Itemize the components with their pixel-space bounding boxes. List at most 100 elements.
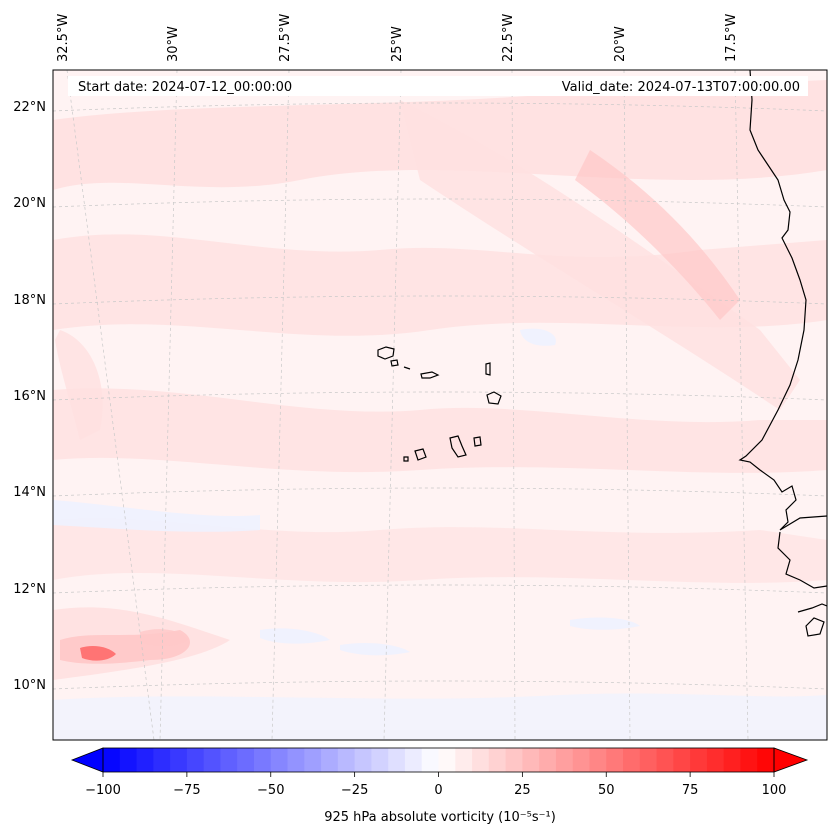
coastline: [377, 70, 827, 637]
vorticity-contour-patch: [53, 693, 827, 740]
africa-coastline-south: [777, 531, 827, 637]
cape-verde-sal: [485, 362, 491, 376]
latitude-labels: 22°N 20°N 18°N 16°N 14°N 12°N 10°N: [13, 100, 46, 693]
colorbar-max-extend: [773, 747, 809, 773]
parallel-gridline: [53, 584, 827, 594]
colorbar-cell: [270, 748, 289, 772]
colorbar-cell: [237, 748, 255, 772]
colorbar-cell: [371, 748, 389, 772]
colorbar-cell: [287, 748, 305, 772]
meridian-gridline: [66, 70, 155, 740]
colorbar-cell: [555, 748, 574, 772]
colorbar-cell: [539, 748, 557, 772]
cape-verde-fogo: [414, 448, 427, 461]
colorbar-tick-label: −100: [85, 783, 121, 798]
lat-label-16n: 16°N: [13, 389, 46, 404]
colorbar-cell: [757, 748, 775, 772]
colorbar-cell: [203, 748, 222, 772]
colorbar-cell: [572, 748, 591, 772]
colorbar: −100 −75 −50 −25 0 25 50 75 100 925 hPa absolute…: [70, 747, 809, 825]
colorbar-cell: [589, 748, 607, 772]
colorbar-tick-label: −75: [173, 783, 200, 798]
colorbar-cell: [740, 748, 758, 772]
lon-label-20w: 20°W: [613, 26, 628, 62]
lat-label-12n: 12°N: [13, 582, 46, 597]
colorbar-cell: [455, 748, 473, 772]
colorbar-cell: [170, 748, 188, 772]
vorticity-contour-patch: [575, 150, 740, 320]
lat-label-14n: 14°N: [13, 485, 46, 500]
colorbar-cell: [606, 748, 624, 772]
vorticity-contour-patch: [53, 388, 827, 473]
map-panel: [53, 70, 827, 740]
cape-verde-boa-vista: [486, 391, 502, 405]
lon-label-30w: 30°W: [166, 26, 181, 62]
cape-verde-sao-vicente: [390, 359, 399, 367]
meridian-gridline: [159, 70, 178, 740]
lon-label-22-5w: 22.5°W: [501, 14, 516, 62]
parallel-gridline: [53, 198, 827, 208]
colorbar-tick-label: 0: [434, 783, 442, 798]
colorbar-cell: [304, 748, 322, 772]
colorbar-cell: [723, 748, 742, 772]
colorbar-cell: [421, 748, 440, 772]
valid-date-label: Valid_date: 2024-07-13T07:00:00.00: [562, 80, 800, 95]
colorbar-cell: [656, 748, 674, 772]
colorbar-cell: [488, 748, 507, 772]
vorticity-contour-patch: [520, 328, 556, 346]
colorbar-cell: [472, 748, 490, 772]
lat-label-20n: 20°N: [13, 196, 46, 211]
colorbar-cell: [337, 748, 356, 772]
lon-label-32-5w: 32.5°W: [56, 14, 71, 62]
colorbar-cell: [505, 748, 523, 772]
meridian-gridline: [734, 70, 749, 740]
colorbar-tick-label: 100: [762, 783, 787, 798]
africa-coastline: [738, 70, 827, 531]
colorbar-cell: [354, 748, 372, 772]
vorticity-contour-patch: [140, 629, 188, 647]
lat-label-18n: 18°N: [13, 293, 46, 308]
colorbar-tick-label: −50: [257, 783, 284, 798]
meridian-gridline: [511, 70, 516, 740]
colorbar-tick-label: −25: [341, 783, 368, 798]
parallel-gridline: [53, 102, 827, 112]
colorbar-cell: [388, 748, 406, 772]
lat-label-10n: 10°N: [13, 678, 46, 693]
colorbar-cell: [673, 748, 691, 772]
vorticity-contour-patch: [53, 500, 260, 532]
colorbar-cell: [706, 748, 725, 772]
date-banner: [68, 76, 808, 96]
colorbar-label: 925 hPa absolute vorticity (10⁻⁵s⁻¹): [324, 810, 556, 825]
meridian-gridline: [623, 70, 631, 740]
cape-verde-brava: [403, 456, 409, 462]
colorbar-tick-label: 50: [598, 783, 615, 798]
start-date-label: Start date: 2024-07-12_00:00:00: [78, 80, 292, 95]
cape-verde-santo-antao: [377, 346, 395, 360]
map-frame: [52, 69, 828, 741]
lat-label-22n: 22°N: [13, 100, 46, 115]
cape-verde-santiago: [449, 435, 467, 458]
vorticity-contour-patch: [55, 330, 103, 440]
colorbar-cells: [103, 748, 775, 772]
colorbar-cell: [321, 748, 339, 772]
colorbar-ticks: −100 −75 −50 −25 0 25 50 75 100: [85, 772, 786, 798]
parallel-gridline: [53, 487, 827, 497]
colorbar-cell: [623, 748, 641, 772]
colorbar-cell: [404, 748, 423, 772]
vorticity-contour-patch: [53, 517, 827, 583]
vorticity-contour-patch: [260, 628, 330, 644]
meridian-gridline: [271, 70, 290, 740]
colorbar-tick-label: 25: [514, 783, 531, 798]
cape-verde-sao-nicolau: [420, 371, 440, 379]
parallel-gridline: [53, 391, 827, 401]
meridian-gridline: [383, 70, 402, 740]
cape-verde-santa-luzia: [403, 366, 411, 370]
colorbar-cell: [438, 748, 456, 772]
parallel-gridline: [53, 680, 827, 690]
lon-label-27-5w: 27.5°W: [278, 14, 293, 62]
colorbar-cell: [522, 748, 540, 772]
colorbar-cell: [690, 748, 708, 772]
gridlines: [53, 70, 827, 740]
vorticity-contour-patch: [400, 100, 800, 410]
